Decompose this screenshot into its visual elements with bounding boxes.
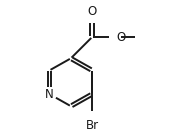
Text: O: O [87,6,97,18]
Text: Br: Br [85,119,99,132]
Text: N: N [45,88,54,101]
Text: O: O [116,31,126,44]
